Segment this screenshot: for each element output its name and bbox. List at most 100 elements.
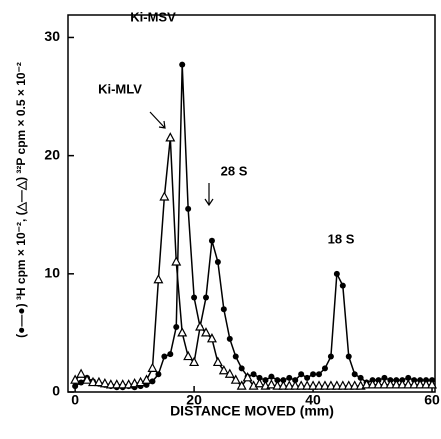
point [236, 380, 247, 390]
point [117, 379, 128, 389]
point [397, 379, 408, 389]
point [337, 380, 348, 390]
arrow [204, 183, 214, 207]
point [200, 327, 211, 337]
point [224, 368, 235, 378]
point [72, 383, 79, 390]
point [266, 379, 277, 389]
y-tick-label: 30 [44, 28, 60, 44]
point [280, 377, 287, 384]
point [232, 353, 239, 360]
point [147, 362, 158, 372]
point [316, 371, 323, 378]
annotation: Ki-MLV [98, 81, 142, 96]
point [111, 379, 122, 389]
y-axis-label: (●—●) ³H cpm × 10⁻², (△—△) ³²P cpm × 0.5… [14, 62, 28, 338]
point [357, 374, 364, 381]
point [105, 379, 116, 389]
point [93, 376, 104, 387]
point [230, 374, 241, 384]
point [153, 273, 164, 284]
point [242, 372, 253, 382]
point [274, 377, 281, 384]
point [220, 306, 227, 313]
point [308, 380, 319, 390]
point [87, 376, 98, 387]
point [82, 374, 93, 384]
x-axis-label: DISTANCE MOVED (mm) [170, 403, 334, 419]
x-tick-label: 0 [71, 392, 79, 408]
point [161, 353, 168, 360]
point [218, 364, 229, 375]
point [409, 379, 420, 389]
point [179, 61, 186, 68]
point [325, 380, 336, 390]
point [331, 380, 342, 390]
point [296, 380, 307, 390]
x-tick-label: 60 [424, 392, 440, 408]
point [183, 350, 194, 361]
point [292, 377, 299, 384]
series-line [74, 64, 433, 389]
point [427, 379, 438, 389]
point [272, 380, 283, 390]
point [385, 379, 396, 389]
point [345, 353, 352, 360]
point [165, 132, 176, 142]
point [373, 379, 384, 389]
point [185, 205, 192, 212]
point [391, 379, 402, 389]
point [403, 379, 414, 389]
point [290, 380, 301, 390]
point [159, 191, 170, 201]
point [212, 356, 223, 367]
point [189, 356, 200, 367]
x-tick-label: 40 [305, 392, 321, 408]
point [321, 365, 328, 372]
point [141, 374, 152, 384]
point [343, 380, 354, 390]
point [349, 380, 360, 390]
point [298, 371, 305, 378]
y-tick-label: 0 [52, 383, 60, 399]
point [421, 379, 432, 389]
point [195, 321, 206, 331]
point [167, 351, 174, 358]
point [250, 371, 257, 378]
point [304, 374, 311, 381]
point [361, 379, 372, 389]
point [226, 335, 233, 342]
point [254, 377, 265, 388]
point [367, 379, 378, 389]
annotation: Ki-MSV [130, 9, 176, 24]
point [99, 377, 110, 388]
point [405, 374, 412, 381]
series-line [74, 137, 433, 388]
point [415, 379, 426, 389]
point [171, 256, 182, 266]
point [302, 380, 313, 390]
point [256, 374, 263, 381]
point [327, 353, 334, 360]
point [286, 374, 293, 381]
point [278, 380, 289, 390]
point [381, 374, 388, 381]
x-tick-label: 20 [186, 392, 202, 408]
annotation: 28 S [221, 163, 248, 178]
point [208, 237, 215, 244]
point [319, 380, 330, 390]
point [351, 371, 358, 378]
point [206, 333, 217, 343]
point [214, 259, 221, 265]
point [310, 371, 317, 378]
point [76, 368, 87, 378]
point [339, 282, 346, 289]
point [202, 294, 209, 301]
point [379, 379, 390, 389]
point [314, 380, 325, 390]
point [70, 374, 81, 384]
point [284, 380, 295, 390]
point [173, 324, 180, 330]
y-tick-label: 20 [44, 146, 60, 162]
